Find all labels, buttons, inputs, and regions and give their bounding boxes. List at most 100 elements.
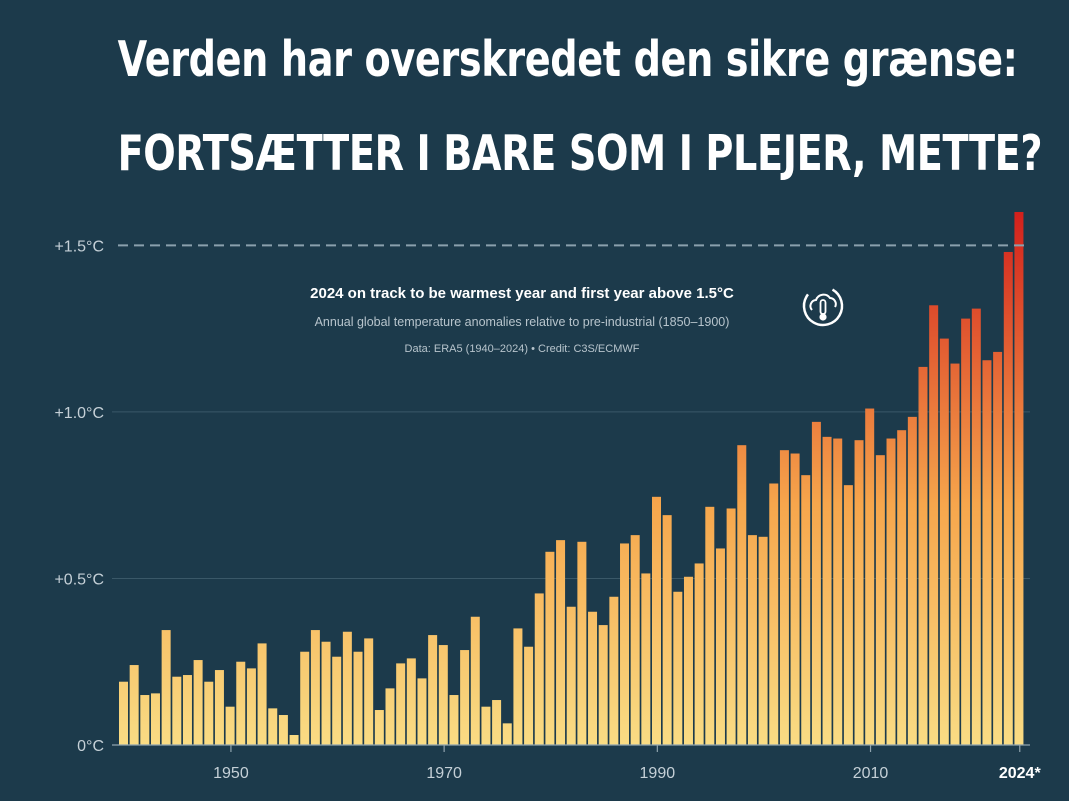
bar-2001 bbox=[769, 483, 779, 745]
bar-2022 bbox=[993, 351, 1003, 745]
bar-2019 bbox=[961, 318, 971, 745]
thermometer-cloud-icon bbox=[802, 285, 844, 327]
bar-2003 bbox=[790, 453, 800, 745]
bar-2023 bbox=[1003, 251, 1013, 746]
bar-1977 bbox=[513, 628, 523, 745]
bar-2013 bbox=[897, 430, 907, 745]
bar-1964 bbox=[374, 710, 384, 745]
y-tick-label-3: +1.5°C bbox=[54, 238, 104, 255]
y-axis-ticks: 0°C +0.5°C +1.0°C +1.5°C bbox=[54, 238, 104, 755]
bar-1946 bbox=[182, 675, 192, 745]
bar-2007 bbox=[833, 438, 843, 745]
x-tick-label-3: 2010 bbox=[853, 765, 889, 782]
bar-1973 bbox=[470, 616, 480, 745]
bar-1989 bbox=[641, 573, 651, 745]
bar-1987 bbox=[620, 543, 630, 745]
chart-credit: Data: ERA5 (1940–2024) • Credit: C3S/ECM… bbox=[405, 343, 640, 355]
bar-1995 bbox=[705, 506, 715, 745]
bar-2010 bbox=[865, 408, 875, 745]
bar-1976 bbox=[502, 723, 512, 745]
bar-1954 bbox=[268, 708, 278, 745]
chart-subtitle: Annual global temperature anomalies rela… bbox=[315, 315, 730, 329]
bar-1983 bbox=[577, 541, 587, 745]
bar-1969 bbox=[428, 635, 438, 745]
bar-1951 bbox=[236, 661, 246, 745]
bar-2006 bbox=[822, 436, 832, 745]
bar-1942 bbox=[140, 695, 150, 745]
bar-1992 bbox=[673, 591, 683, 745]
headline-line-1: Verden har overskredet den sikre grænse: bbox=[117, 31, 1018, 88]
x-tick-label-0: 1950 bbox=[213, 765, 249, 782]
bar-1948 bbox=[204, 681, 214, 745]
bar-1988 bbox=[630, 535, 640, 745]
bar-1943 bbox=[150, 693, 160, 745]
y-tick-label-1: +0.5°C bbox=[54, 571, 104, 588]
bar-1965 bbox=[385, 688, 395, 745]
bar-1966 bbox=[396, 663, 406, 745]
bar-2014 bbox=[907, 416, 917, 745]
bar-1945 bbox=[172, 676, 182, 745]
bar-1944 bbox=[161, 630, 171, 745]
bar-1957 bbox=[300, 651, 310, 745]
bar-1940 bbox=[119, 681, 128, 745]
bar-2021 bbox=[982, 360, 992, 745]
bar-1963 bbox=[364, 638, 374, 745]
bar-1959 bbox=[321, 641, 331, 745]
bar-1961 bbox=[342, 631, 352, 745]
bar-1996 bbox=[715, 548, 725, 745]
x-tick-label-1: 1970 bbox=[426, 765, 462, 782]
bar-1968 bbox=[417, 678, 427, 746]
bar-2000 bbox=[758, 536, 768, 745]
x-tick-label-2: 1990 bbox=[640, 765, 676, 782]
chart-title: 2024 on track to be warmest year and fir… bbox=[310, 285, 734, 302]
bar-1978 bbox=[524, 646, 534, 745]
y-tick-label-2: +1.0°C bbox=[54, 405, 104, 422]
bar-1985 bbox=[598, 625, 608, 745]
y-tick-label-0: 0°C bbox=[77, 738, 104, 755]
bar-1958 bbox=[310, 630, 320, 745]
bar-1967 bbox=[406, 658, 416, 745]
bar-2012 bbox=[886, 438, 896, 745]
bar-2015 bbox=[918, 366, 928, 745]
bar-1975 bbox=[492, 700, 502, 745]
bar-1982 bbox=[566, 606, 576, 745]
bar-1994 bbox=[694, 563, 704, 745]
bar-1950 bbox=[225, 706, 235, 745]
bar-1960 bbox=[332, 656, 342, 745]
bar-1991 bbox=[662, 515, 672, 745]
bar-2018 bbox=[950, 363, 960, 745]
bar-1998 bbox=[737, 445, 747, 745]
bar-1979 bbox=[534, 593, 544, 745]
bar-1971 bbox=[449, 695, 459, 745]
bar-1947 bbox=[193, 660, 203, 745]
bar-1962 bbox=[353, 651, 363, 745]
bar-1956 bbox=[289, 735, 299, 745]
bar-2020 bbox=[971, 308, 981, 745]
bar-2002 bbox=[779, 450, 789, 745]
bar-1955 bbox=[278, 715, 288, 745]
bar-1984 bbox=[588, 611, 598, 745]
bar-2008 bbox=[843, 485, 853, 745]
bar-1980 bbox=[545, 551, 555, 745]
x-axis-ticks: 1950 1970 1990 2010 2024* bbox=[213, 745, 1041, 782]
bar-1993 bbox=[683, 576, 693, 745]
bar-1981 bbox=[556, 540, 566, 745]
bar-1952 bbox=[246, 668, 256, 745]
bar-1974 bbox=[481, 706, 491, 745]
bar-2016 bbox=[929, 305, 939, 745]
bar-1972 bbox=[460, 650, 470, 745]
bar-1970 bbox=[438, 645, 448, 745]
bar-2024 bbox=[1014, 212, 1024, 745]
bar-1953 bbox=[257, 643, 267, 745]
bar-1986 bbox=[609, 596, 619, 745]
bar-1999 bbox=[747, 535, 757, 745]
bar-2004 bbox=[801, 475, 811, 745]
bar-1949 bbox=[214, 670, 224, 745]
bar-2017 bbox=[939, 338, 949, 745]
x-tick-label-4: 2024* bbox=[999, 765, 1042, 782]
bars bbox=[112, 212, 1030, 746]
bar-1997 bbox=[726, 508, 736, 745]
bar-2011 bbox=[875, 455, 885, 745]
